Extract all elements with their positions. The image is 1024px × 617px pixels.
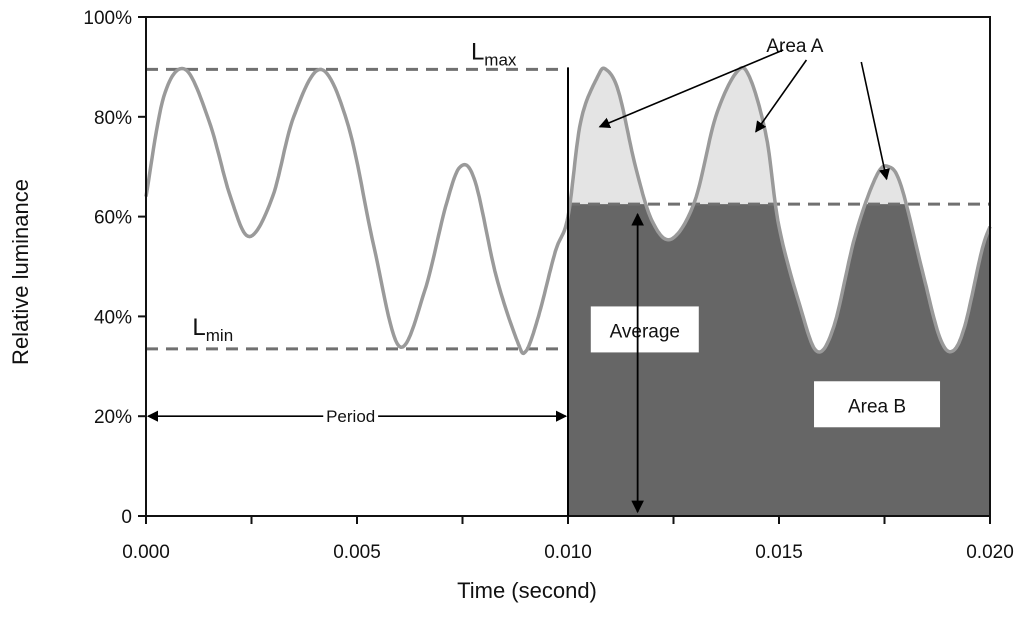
- area-b-label: Area B: [848, 396, 906, 417]
- x-axis-ticks: 0.000 0.005 0.010 0.015 0.020: [122, 516, 1014, 563]
- area-b-fill: [568, 204, 990, 516]
- area-a-arrow-3: [860, 61, 890, 181]
- area-a-arrow-1: [598, 49, 784, 129]
- series-layer: [144, 65, 992, 356]
- y-tick-label: 100%: [83, 8, 132, 29]
- area-a-fill: [568, 67, 990, 205]
- y-tick-label: 60%: [94, 208, 132, 229]
- area-a-arrow-2: [755, 59, 808, 133]
- lmin-label: Lmin: [192, 314, 233, 345]
- average-label: Average: [610, 321, 680, 342]
- y-axis-ticks: 0 20% 40% 60% 80% 100%: [83, 8, 146, 528]
- period-label: Period: [326, 407, 375, 426]
- x-tick-label: 0.000: [122, 542, 170, 563]
- x-axis-title: Time (second): [457, 578, 597, 603]
- y-tick-label: 40%: [94, 307, 132, 328]
- y-tick-label: 80%: [94, 108, 132, 129]
- x-tick-label: 0.005: [333, 542, 381, 563]
- y-tick-label: 20%: [94, 407, 132, 428]
- lmax-label: Lmax: [471, 38, 517, 69]
- area-b-box: [814, 381, 941, 428]
- y-tick-label: 0: [121, 507, 132, 528]
- luminance-series-line: [144, 65, 992, 356]
- y-axis-title: Relative luminance: [8, 179, 33, 365]
- x-tick-label: 0.015: [755, 542, 803, 563]
- x-tick-label: 0.010: [544, 542, 592, 563]
- x-tick-label: 0.020: [966, 542, 1014, 563]
- reference-lines: [146, 67, 990, 351]
- average-box: [590, 306, 699, 353]
